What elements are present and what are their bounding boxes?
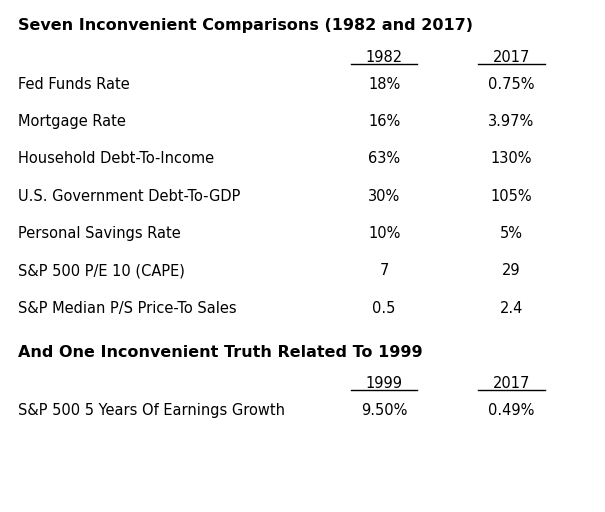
Text: 9.50%: 9.50% [361,402,407,417]
Text: Fed Funds Rate: Fed Funds Rate [18,77,130,92]
Text: Household Debt-To-Income: Household Debt-To-Income [18,152,214,166]
Text: 0.49%: 0.49% [488,402,534,417]
Text: S&P 500 5 Years Of Earnings Growth: S&P 500 5 Years Of Earnings Growth [18,402,285,417]
Text: S&P Median P/S Price-To Sales: S&P Median P/S Price-To Sales [18,301,237,316]
Text: U.S. Government Debt-To-GDP: U.S. Government Debt-To-GDP [18,189,241,204]
Text: 0.75%: 0.75% [488,77,534,92]
Text: 63%: 63% [368,152,401,166]
Text: S&P 500 P/E 10 (CAPE): S&P 500 P/E 10 (CAPE) [18,264,185,279]
Text: 1982: 1982 [365,50,403,65]
Text: Mortgage Rate: Mortgage Rate [18,114,126,129]
Text: 3.97%: 3.97% [488,114,534,129]
Text: 29: 29 [502,264,520,279]
Text: 2017: 2017 [492,50,530,65]
Text: 1999: 1999 [365,376,403,391]
Text: 5%: 5% [500,226,523,241]
Text: 105%: 105% [491,189,532,204]
Text: 2.4: 2.4 [500,301,523,316]
Text: 10%: 10% [368,226,401,241]
Text: 18%: 18% [368,77,401,92]
Text: And One Inconvenient Truth Related To 1999: And One Inconvenient Truth Related To 19… [18,345,423,360]
Text: 16%: 16% [368,114,401,129]
Text: 130%: 130% [491,152,532,166]
Text: 30%: 30% [368,189,401,204]
Text: Seven Inconvenient Comparisons (1982 and 2017): Seven Inconvenient Comparisons (1982 and… [18,18,473,33]
Text: Personal Savings Rate: Personal Savings Rate [18,226,181,241]
Text: 7: 7 [379,264,389,279]
Text: 2017: 2017 [492,376,530,391]
Text: 0.5: 0.5 [373,301,396,316]
